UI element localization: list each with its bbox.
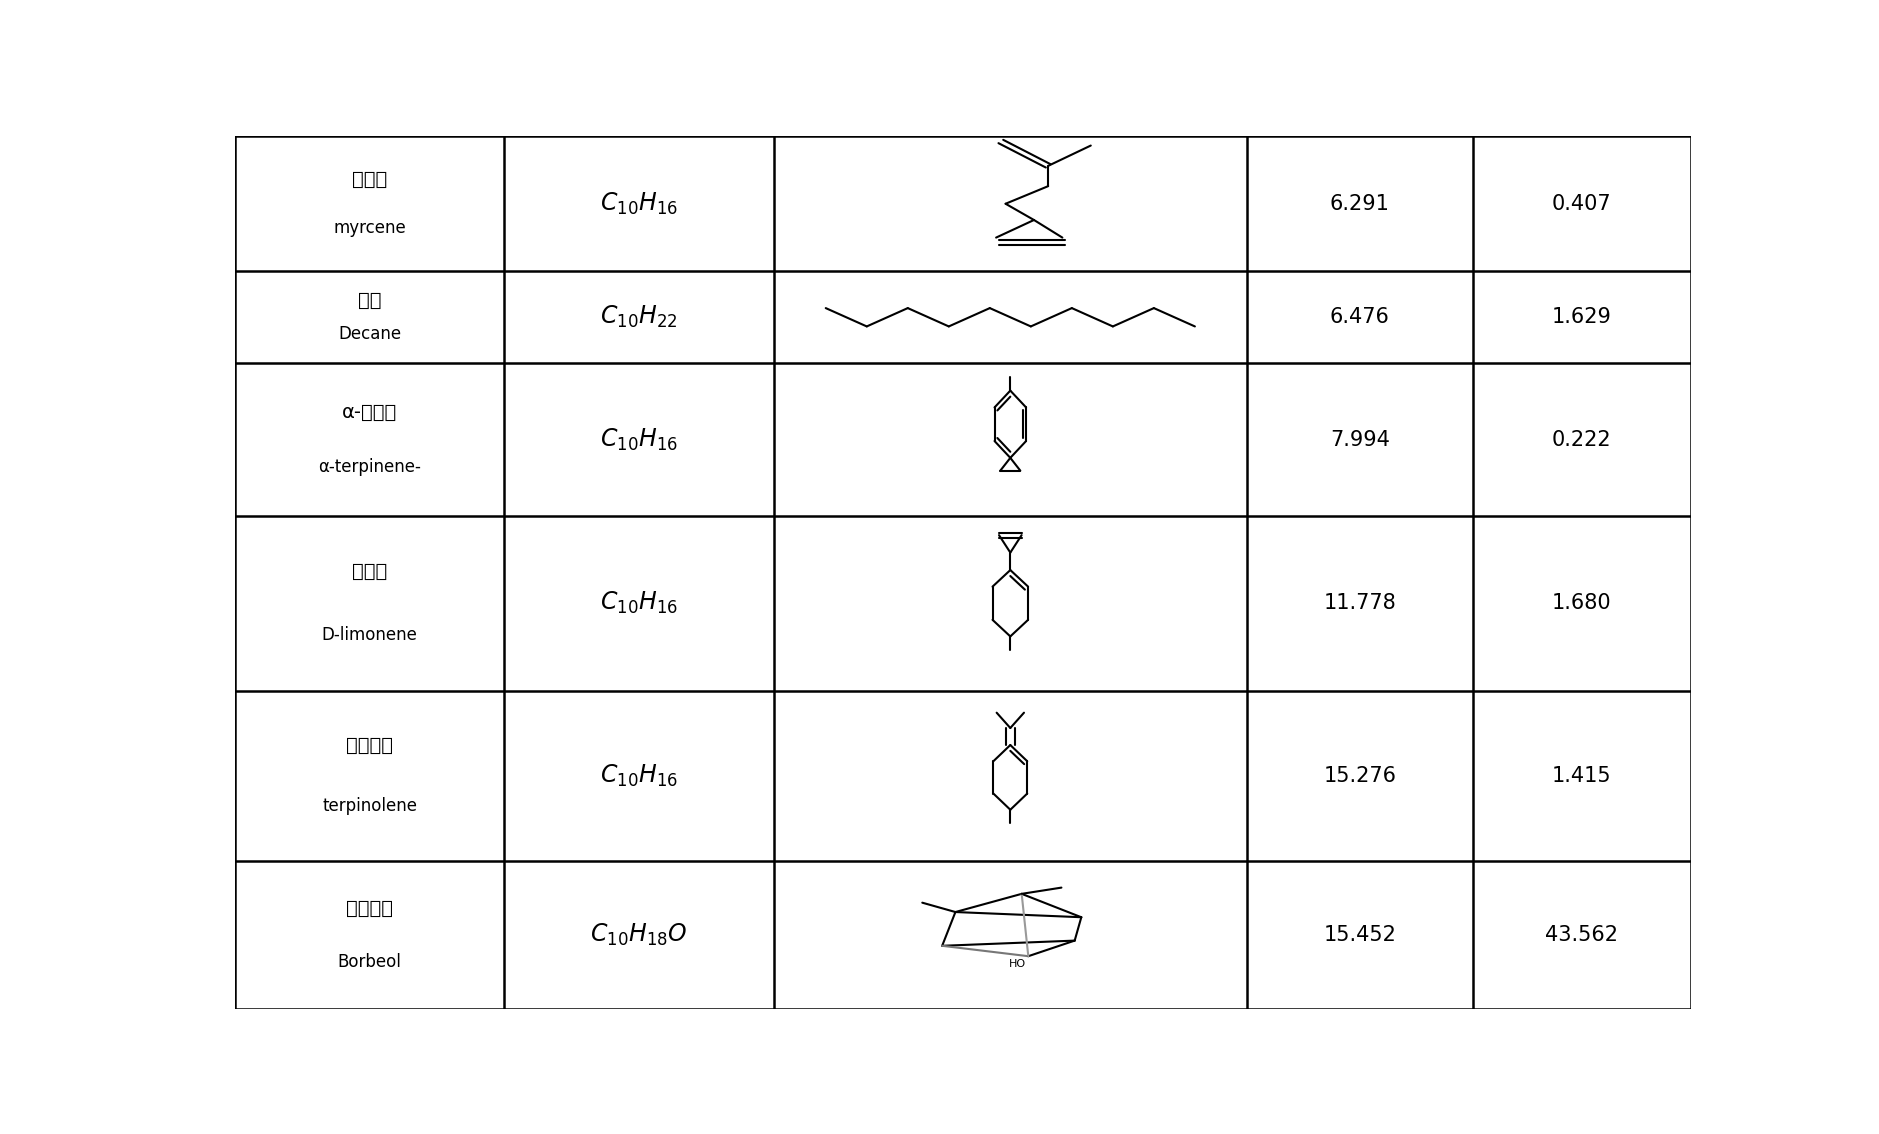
Text: 15.276: 15.276: [1323, 765, 1396, 786]
Text: 癸烷: 癸烷: [357, 291, 381, 311]
Text: 7.994: 7.994: [1330, 430, 1390, 449]
Text: D-limonene: D-limonene: [321, 626, 417, 644]
Text: HO: HO: [1009, 959, 1026, 968]
Text: $\mathit{C}_{10}\mathit{H}_{22}$: $\mathit{C}_{10}\mathit{H}_{22}$: [599, 304, 678, 330]
Text: 柠橬烯: 柠橬烯: [351, 562, 387, 582]
Text: 1.629: 1.629: [1552, 307, 1612, 328]
Text: terpinolene: terpinolene: [321, 797, 417, 815]
Text: $\mathit{C}_{10}\mathit{H}_{16}$: $\mathit{C}_{10}\mathit{H}_{16}$: [599, 762, 678, 789]
Text: Decane: Decane: [338, 324, 400, 342]
Text: 龙脑茹醇: 龙脑茹醇: [346, 899, 393, 917]
Text: Borbeol: Borbeol: [338, 953, 402, 971]
Text: 1.415: 1.415: [1552, 765, 1612, 786]
Text: 6.291: 6.291: [1330, 194, 1390, 213]
Text: 11.778: 11.778: [1323, 593, 1396, 613]
Text: myrcene: myrcene: [333, 219, 406, 237]
Text: 15.452: 15.452: [1323, 925, 1396, 945]
Text: 43.562: 43.562: [1545, 925, 1618, 945]
Text: α-terpinene-: α-terpinene-: [318, 458, 421, 476]
Text: $\mathit{C}_{10}\mathit{H}_{16}$: $\mathit{C}_{10}\mathit{H}_{16}$: [599, 590, 678, 617]
Text: 6.476: 6.476: [1330, 307, 1390, 328]
Text: $\mathit{C}_{10}\mathit{H}_{18}\mathit{O}$: $\mathit{C}_{10}\mathit{H}_{18}\mathit{O…: [590, 922, 688, 948]
Text: 月桂烯: 月桂烯: [351, 170, 387, 189]
Text: α-松油烯: α-松油烯: [342, 403, 396, 422]
Text: $\mathit{C}_{10}\mathit{H}_{16}$: $\mathit{C}_{10}\mathit{H}_{16}$: [599, 426, 678, 452]
Text: 0.222: 0.222: [1552, 430, 1612, 449]
Text: $\mathit{C}_{10}\mathit{H}_{16}$: $\mathit{C}_{10}\mathit{H}_{16}$: [599, 191, 678, 217]
Text: 0.407: 0.407: [1552, 194, 1612, 213]
Text: 异松油烯: 异松油烯: [346, 736, 393, 754]
Text: 1.680: 1.680: [1552, 593, 1612, 613]
